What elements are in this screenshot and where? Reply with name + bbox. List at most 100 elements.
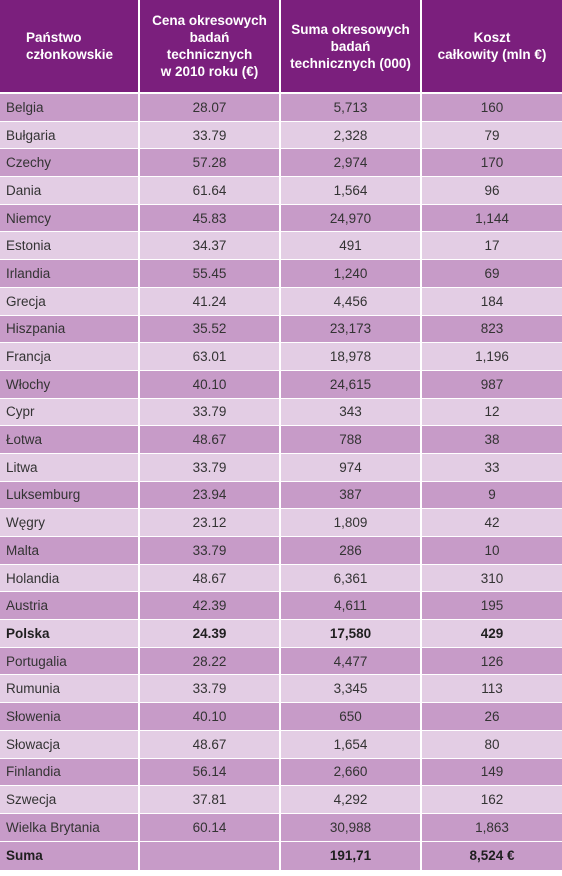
table-row: Austria 42.39 4,611 195: [0, 592, 562, 621]
cell-count: 286: [281, 537, 422, 565]
cell-cost: 69: [422, 260, 562, 288]
cell-price: 24.39: [140, 620, 281, 648]
header-cost: Koszt całkowity (mln €): [422, 0, 562, 94]
cell-price: 63.01: [140, 343, 281, 371]
table-body: Belgia 28.07 5,713 160 Bułgaria 33.79 2,328 79 C…: [0, 94, 562, 842]
cell-country: Włochy: [0, 370, 140, 399]
table-row: Słowenia 40.10 650 26: [0, 703, 562, 731]
cell-count: 343: [281, 398, 422, 427]
cell-cost: 96: [422, 177, 562, 205]
cell-price: 56.14: [140, 758, 281, 787]
total-label: Suma: [0, 841, 140, 871]
cell-price: 33.79: [140, 675, 281, 704]
cell-cost: 33: [422, 453, 562, 482]
cell-cost: 1,144: [422, 204, 562, 233]
cell-price: 33.79: [140, 453, 281, 482]
cell-cost: 987: [422, 370, 562, 399]
cell-cost: 26: [422, 703, 562, 731]
header-price: Cena okresowych badań technicznych w 201…: [140, 0, 281, 94]
header-row: Państwo członkowskie Cena okresowych bad…: [0, 0, 562, 94]
cell-price: 28.22: [140, 647, 281, 676]
table-row: Litwa 33.79 974 33: [0, 453, 562, 482]
cell-price: 23.94: [140, 481, 281, 510]
cell-cost: 162: [422, 786, 562, 814]
cell-cost: 1,863: [422, 813, 562, 842]
cell-price: 48.67: [140, 730, 281, 759]
cell-country: Słowacja: [0, 730, 140, 759]
cell-country: Szwecja: [0, 786, 140, 814]
cell-price: 33.79: [140, 121, 281, 150]
cell-count: 30,988: [281, 813, 422, 842]
cell-cost: 823: [422, 315, 562, 344]
cell-cost: 80: [422, 730, 562, 759]
cell-country: Litwa: [0, 453, 140, 482]
cell-count: 4,456: [281, 287, 422, 316]
cell-cost: 9: [422, 481, 562, 510]
cell-count: 4,477: [281, 647, 422, 676]
cell-country: Finlandia: [0, 758, 140, 787]
cell-country: Holandia: [0, 564, 140, 593]
cell-price: 55.45: [140, 260, 281, 288]
table-row: Dania 61.64 1,564 96: [0, 177, 562, 205]
cell-price: 42.39: [140, 592, 281, 621]
table-row: Holandia 48.67 6,361 310: [0, 564, 562, 593]
cell-cost: 170: [422, 149, 562, 178]
table-row: Cypr 33.79 343 12: [0, 398, 562, 427]
total-price: [140, 841, 281, 871]
cell-price: 33.79: [140, 537, 281, 565]
cell-country: Hiszpania: [0, 315, 140, 344]
table-row: Grecja 41.24 4,456 184: [0, 287, 562, 316]
cell-count: 18,978: [281, 343, 422, 371]
cell-country: Austria: [0, 592, 140, 621]
cell-count: 1,240: [281, 260, 422, 288]
cell-country: Bułgaria: [0, 121, 140, 150]
cell-price: 37.81: [140, 786, 281, 814]
cell-country: Polska: [0, 620, 140, 648]
cell-price: 60.14: [140, 813, 281, 842]
cell-country: Belgia: [0, 94, 140, 122]
cell-count: 788: [281, 426, 422, 454]
table-row: Węgry 23.12 1,809 42: [0, 509, 562, 537]
cell-count: 2,660: [281, 758, 422, 787]
cell-cost: 10: [422, 537, 562, 565]
cell-country: Irlandia: [0, 260, 140, 288]
table-row: Francja 63.01 18,978 1,196: [0, 343, 562, 371]
cell-count: 491: [281, 232, 422, 261]
cell-country: Malta: [0, 537, 140, 565]
table-row: Wielka Brytania 60.14 30,988 1,863: [0, 813, 562, 842]
cell-price: 40.10: [140, 370, 281, 399]
cell-count: 387: [281, 481, 422, 510]
cell-cost: 79: [422, 121, 562, 150]
table-header: Państwo członkowskie Cena okresowych bad…: [0, 0, 562, 94]
header-count: Suma okresowych badań technicznych (000): [281, 0, 422, 94]
table-row: Włochy 40.10 24,615 987: [0, 370, 562, 399]
cell-cost: 42: [422, 509, 562, 537]
cell-cost: 160: [422, 94, 562, 122]
cell-country: Portugalia: [0, 647, 140, 676]
cell-count: 4,292: [281, 786, 422, 814]
cell-price: 28.07: [140, 94, 281, 122]
cell-country: Wielka Brytania: [0, 813, 140, 842]
table-row: Malta 33.79 286 10: [0, 537, 562, 565]
cell-price: 34.37: [140, 232, 281, 261]
cell-count: 4,611: [281, 592, 422, 621]
cell-country: Cypr: [0, 398, 140, 427]
cell-price: 48.67: [140, 426, 281, 454]
table-row: Irlandia 55.45 1,240 69: [0, 260, 562, 288]
total-cost: 8,524 €: [422, 841, 562, 871]
cell-count: 24,615: [281, 370, 422, 399]
table-row: Portugalia 28.22 4,477 126: [0, 647, 562, 676]
table-row: Niemcy 45.83 24,970 1,144: [0, 204, 562, 233]
cell-cost: 310: [422, 564, 562, 593]
cell-count: 974: [281, 453, 422, 482]
cell-country: Rumunia: [0, 675, 140, 704]
cell-cost: 38: [422, 426, 562, 454]
header-country: Państwo członkowskie: [0, 0, 140, 94]
table-row: Czechy 57.28 2,974 170: [0, 149, 562, 178]
cell-price: 41.24: [140, 287, 281, 316]
cell-count: 3,345: [281, 675, 422, 704]
table-row: Bułgaria 33.79 2,328 79: [0, 121, 562, 150]
table-row: Hiszpania 35.52 23,173 823: [0, 315, 562, 344]
total-count: 191,71: [281, 841, 422, 871]
